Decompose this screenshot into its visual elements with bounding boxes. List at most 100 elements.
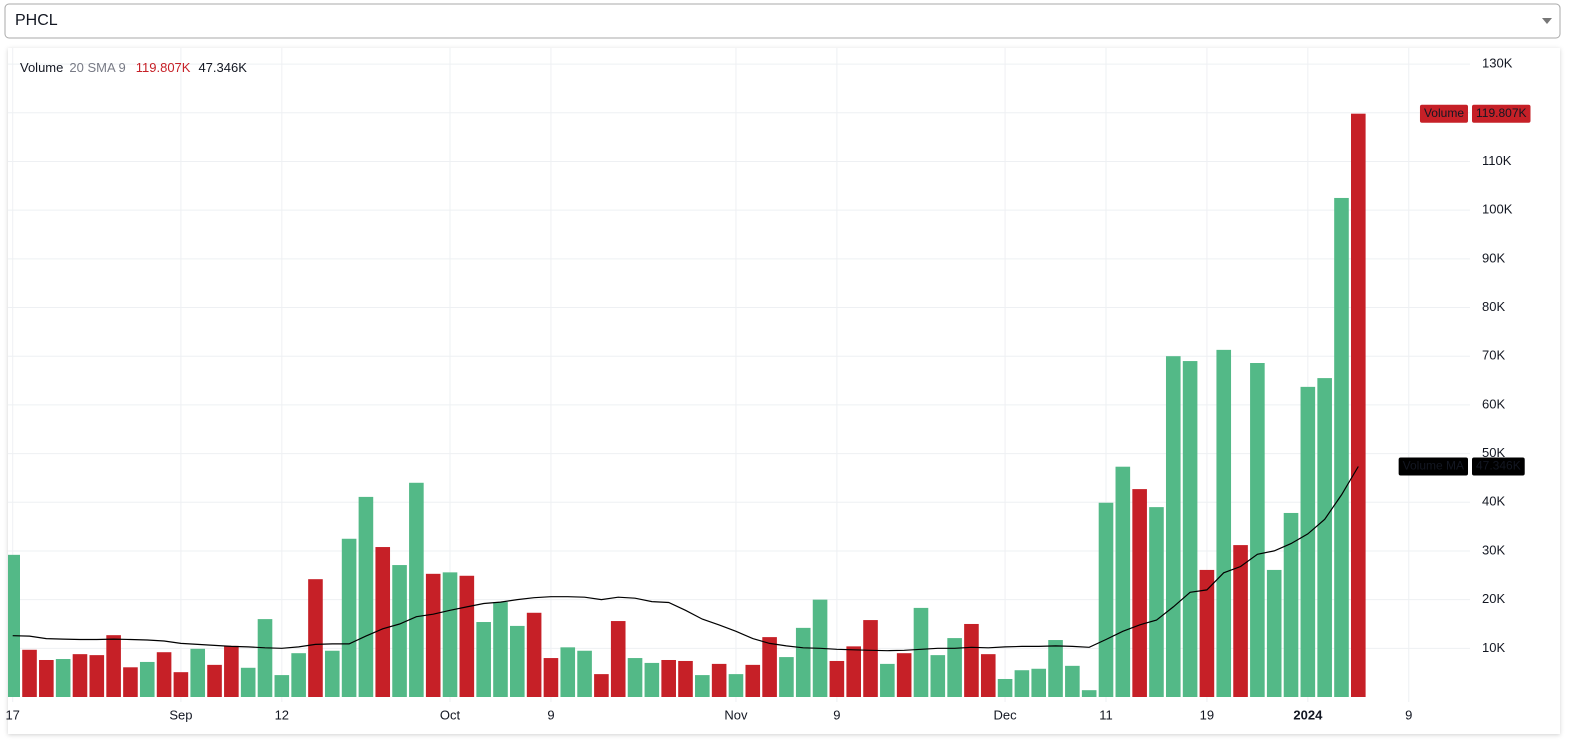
x-tick-label: 9 [833, 707, 840, 722]
volume-bar [795, 627, 811, 697]
x-tick-label: Sep [169, 707, 192, 722]
scale-tag-box [1419, 104, 1468, 123]
volume-bar [1115, 466, 1131, 697]
volume-bar [1216, 349, 1232, 697]
volume-bar [745, 664, 761, 697]
volume-bar [8, 554, 21, 697]
volume-bar [392, 565, 407, 697]
x-tick-label: 17 [5, 707, 19, 722]
x-tick-label: 2024 [1293, 707, 1323, 722]
volume-bar [913, 607, 929, 697]
volume-bar [947, 638, 962, 697]
volume-bar [375, 547, 391, 697]
volume-bar [510, 625, 525, 697]
volume-bar [39, 659, 54, 697]
volume-bar [442, 572, 458, 697]
volume-bar [1081, 690, 1097, 697]
y-tick-label: 90K [1482, 250, 1505, 265]
volume-bar [678, 660, 693, 697]
y-tick-label: 100K [1482, 202, 1513, 217]
x-tick-label: 12 [275, 707, 289, 722]
grid [8, 48, 1470, 702]
x-tick-label: 11 [1099, 707, 1113, 722]
y-tick-label: 70K [1482, 348, 1505, 363]
volume-bar [190, 648, 206, 697]
volume-bar [980, 654, 996, 697]
volume-bar [1098, 502, 1114, 697]
volume-bar [1317, 378, 1332, 697]
volume-bar [1351, 113, 1366, 697]
volume-bar [139, 661, 155, 697]
volume-bar [1199, 569, 1215, 697]
x-tick-label: 9 [1405, 707, 1412, 722]
volume-bar [526, 612, 542, 697]
ma-line [12, 466, 1359, 652]
volume-bar [274, 675, 290, 697]
volume-bar [1165, 356, 1181, 697]
volume-bar [173, 672, 189, 697]
volume-bar [1300, 386, 1316, 697]
dropdown-arrow[interactable] [1542, 18, 1552, 24]
y-tick-label: 50K [1482, 445, 1505, 460]
y-tick-label: 80K [1482, 299, 1505, 314]
legend-params: 20 SMA 9 [69, 60, 125, 75]
scale-tag-value: 47.346K [1476, 459, 1521, 473]
volume-bar [207, 664, 222, 697]
x-tick-label: Nov [724, 707, 748, 722]
volume-bar [341, 538, 357, 697]
volume-bar [156, 652, 172, 697]
volume-bar [1182, 361, 1198, 697]
volume-bar [762, 637, 777, 697]
volume-bar [308, 579, 323, 697]
volume-bar [863, 620, 878, 697]
volume-bar [240, 667, 256, 697]
volume-bar [577, 650, 592, 697]
volume-bar [1233, 545, 1248, 697]
x-tick-label: 19 [1200, 707, 1214, 722]
volume-bar [997, 678, 1013, 697]
y-tick-label: 110K [1482, 153, 1512, 168]
volume-bar [779, 657, 794, 697]
volume-bar [72, 654, 88, 697]
scale-tag-box [1472, 104, 1531, 123]
scale-tag-value: 119.807K [1476, 106, 1527, 120]
volume-bar [22, 649, 37, 697]
volume-bar [711, 663, 727, 697]
dropdown-value[interactable]: PHCL [15, 12, 58, 29]
volume-bar [1065, 665, 1080, 697]
volume-bar [257, 619, 273, 697]
volume-bar [964, 623, 979, 697]
volume-bar [291, 653, 306, 697]
y-tick-label: 60K [1482, 396, 1505, 411]
volume-bar [358, 496, 374, 697]
scale-tag-box [1472, 457, 1525, 476]
volume-bar [829, 660, 845, 697]
volume-bar [106, 635, 121, 697]
y-tick-label: 40K [1482, 494, 1505, 509]
x-tick-label: Oct [440, 707, 461, 722]
scale-tag-box [1398, 457, 1468, 476]
legend: Volume 20 SMA 9 119.807K 47.346K [20, 60, 247, 75]
volume-bar [459, 575, 475, 697]
volume-bar [89, 655, 105, 697]
volume-bar [55, 659, 71, 697]
y-tick-label: 130K [1482, 56, 1513, 71]
volume-bar [1334, 197, 1349, 697]
dropdown-box[interactable] [4, 3, 1561, 39]
volume-bar [661, 659, 676, 697]
volume-bar [425, 573, 441, 697]
volume-bar [1149, 507, 1164, 697]
volume-bar [644, 662, 660, 697]
volume-bar [324, 650, 340, 697]
volume-bar [409, 482, 424, 697]
volume-bar [123, 667, 138, 697]
plot [8, 113, 1366, 697]
volume-bar [695, 675, 710, 697]
volume-bar [476, 622, 491, 697]
volume-bar [1250, 363, 1265, 697]
symbol-dropdown[interactable]: PHCL [4, 3, 1561, 39]
x-tick-label: Dec [994, 707, 1018, 722]
volume-bar [880, 663, 895, 697]
volume-bar [896, 653, 912, 697]
